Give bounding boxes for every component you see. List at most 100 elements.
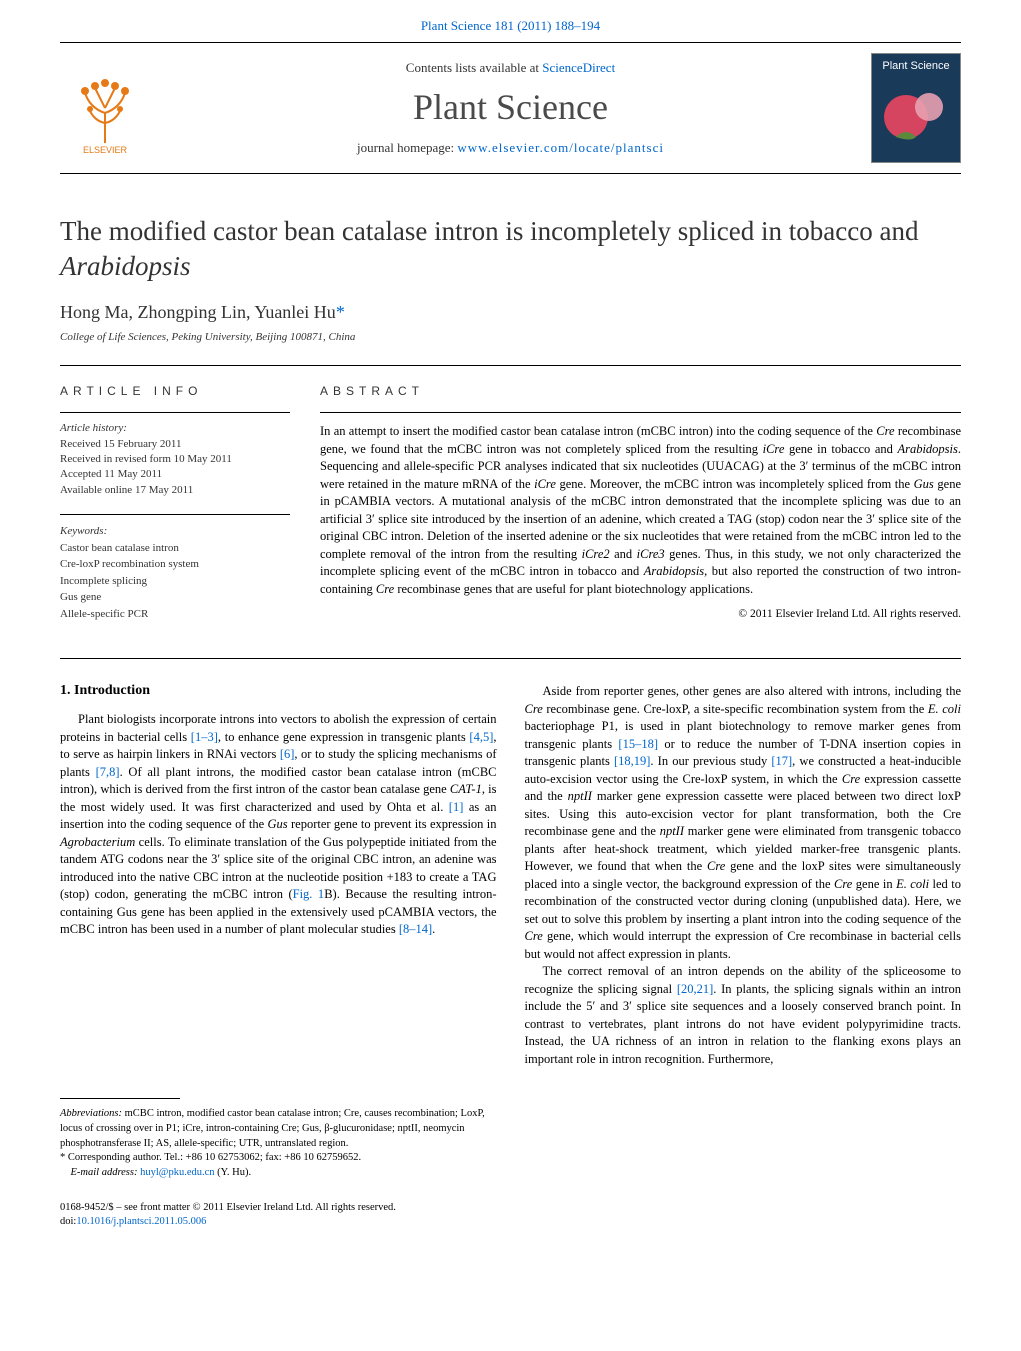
title-main: The modified castor bean catalase intron…: [60, 216, 918, 246]
body-col-right: Aside from reporter genes, other genes a…: [525, 683, 962, 1068]
svg-text:ELSEVIER: ELSEVIER: [83, 145, 128, 153]
abs-italic: iCre: [534, 477, 556, 491]
abs-italic: Arabidopsis: [897, 442, 957, 456]
italic: E. coli: [896, 877, 929, 891]
italic: CAT-1: [450, 782, 482, 796]
history-accepted: Accepted 11 May 2011: [60, 467, 290, 482]
issn-line: 0168-9452/$ – see front matter © 2011 El…: [60, 1201, 961, 1216]
rule-below-abstract: [60, 658, 961, 659]
abs-italic: iCre2: [582, 547, 610, 561]
abs-seg: gene. Moreover, the mCBC intron was inco…: [556, 477, 914, 491]
article-history: Article history: Received 15 February 20…: [60, 421, 290, 498]
italic: Cre: [525, 702, 543, 716]
abs-seg: recombinase genes that are useful for pl…: [394, 582, 753, 596]
contents-line: Contents lists available at ScienceDirec…: [150, 60, 871, 76]
email-suffix: (Y. Hu).: [215, 1167, 252, 1178]
italic: Cre: [707, 859, 725, 873]
txt: reporter gene to prevent its expression …: [288, 817, 497, 831]
citation-link[interactable]: [6]: [280, 747, 295, 761]
article-title: The modified castor bean catalase intron…: [60, 214, 961, 284]
citation-link[interactable]: [15–18]: [618, 737, 658, 751]
title-italic: Arabidopsis: [60, 251, 191, 281]
citation-link[interactable]: [18,19]: [614, 754, 650, 768]
doi-link[interactable]: 10.1016/j.plantsci.2011.05.006: [76, 1216, 206, 1227]
italic: E. coli: [928, 702, 961, 716]
article-info-column: ARTICLE INFO Article history: Received 1…: [60, 366, 290, 638]
keyword: Cre-loxP recombination system: [60, 556, 290, 573]
abbrev-label: Abbreviations:: [60, 1108, 122, 1119]
keyword: Gus gene: [60, 589, 290, 606]
italic: Cre: [842, 772, 860, 786]
abs-seg: and: [610, 547, 637, 561]
abbrev-text: mCBC intron, modified castor bean catala…: [60, 1108, 485, 1148]
doi-label: doi:: [60, 1216, 76, 1227]
history-revised: Received in revised form 10 May 2011: [60, 452, 290, 467]
body-paragraph: Plant biologists incorporate introns int…: [60, 711, 497, 939]
italic: Gus: [267, 817, 287, 831]
footnotes: Abbreviations: mCBC intron, modified cas…: [60, 1107, 490, 1180]
txt: recombinase gene. Cre-loxP, a site-speci…: [543, 702, 928, 716]
email-label: E-mail address:: [71, 1167, 138, 1178]
abs-italic: Gus: [914, 477, 934, 491]
journal-reference-link[interactable]: Plant Science 181 (2011) 188–194: [421, 18, 600, 33]
intro-heading: 1. Introduction: [60, 683, 497, 699]
body-col-left: 1. Introduction Plant biologists incorpo…: [60, 683, 497, 1068]
journal-banner: ELSEVIER Contents lists available at Sci…: [60, 43, 961, 174]
journal-cover: Plant Science: [871, 53, 961, 163]
citation-link[interactable]: [8–14]: [399, 922, 432, 936]
italic: Cre: [525, 929, 543, 943]
italic: Agrobacterium: [60, 835, 135, 849]
citation-link[interactable]: [4,5]: [469, 730, 493, 744]
abs-italic: Cre: [876, 424, 894, 438]
citation-link[interactable]: [1–3]: [191, 730, 218, 744]
elsevier-tree-icon: ELSEVIER: [65, 63, 145, 153]
abs-italic: Arabidopsis: [644, 564, 704, 578]
journal-reference: Plant Science 181 (2011) 188–194: [0, 0, 1021, 42]
corresponding-mark: *: [336, 302, 345, 322]
homepage-line: journal homepage: www.elsevier.com/locat…: [150, 140, 871, 156]
bottom-meta: 0168-9452/$ – see front matter © 2011 El…: [60, 1201, 961, 1230]
italic: nptII: [568, 789, 592, 803]
abstract-text: In an attempt to insert the modified cas…: [320, 423, 961, 598]
homepage-link[interactable]: www.elsevier.com/locate/plantsci: [457, 140, 664, 155]
publisher-logo: ELSEVIER: [60, 58, 150, 158]
rule-info-1: [60, 412, 290, 413]
abs-seg: gene in tobacco and: [784, 442, 897, 456]
keyword: Incomplete splicing: [60, 573, 290, 590]
txt: gene in: [852, 877, 896, 891]
txt: Aside from reporter genes, other genes a…: [543, 684, 962, 698]
history-received: Received 15 February 2011: [60, 437, 290, 452]
rule-info-2: [60, 514, 290, 515]
italic: Cre: [834, 877, 852, 891]
banner-center: Contents lists available at ScienceDirec…: [150, 60, 871, 156]
journal-name: Plant Science: [150, 86, 871, 128]
keywords-label: Keywords:: [60, 523, 290, 540]
history-label: Article history:: [60, 421, 290, 436]
history-online: Available online 17 May 2011: [60, 483, 290, 498]
txt: . Of all plant introns, the modified cas…: [60, 765, 497, 797]
abbreviations: Abbreviations: mCBC intron, modified cas…: [60, 1107, 490, 1151]
sciencedirect-link[interactable]: ScienceDirect: [542, 60, 615, 75]
keyword: Castor bean catalase intron: [60, 540, 290, 557]
txt: . In our previous study: [650, 754, 771, 768]
homepage-prefix: journal homepage:: [357, 140, 457, 155]
abs-italic: iCre3: [637, 547, 665, 561]
cover-art-icon: [881, 82, 951, 152]
keywords-block: Keywords: Castor bean catalase intron Cr…: [60, 523, 290, 622]
keyword: Allele-specific PCR: [60, 606, 290, 623]
citation-link[interactable]: [7,8]: [96, 765, 120, 779]
citation-link[interactable]: [20,21]: [677, 982, 713, 996]
citation-link[interactable]: [17]: [771, 754, 792, 768]
email-link[interactable]: huyl@pku.edu.cn: [140, 1167, 214, 1178]
body-paragraph: The correct removal of an intron depends…: [525, 963, 962, 1068]
info-abstract-row: ARTICLE INFO Article history: Received 1…: [60, 366, 961, 638]
contents-prefix: Contents lists available at: [406, 60, 542, 75]
citation-link[interactable]: [1]: [449, 800, 464, 814]
cover-title: Plant Science: [882, 60, 949, 72]
abs-italic: Cre: [376, 582, 394, 596]
article-info-heading: ARTICLE INFO: [60, 384, 290, 398]
figure-link[interactable]: Fig. 1: [293, 887, 325, 901]
body-columns: 1. Introduction Plant biologists incorpo…: [60, 683, 961, 1068]
doi-line: doi:10.1016/j.plantsci.2011.05.006: [60, 1215, 961, 1230]
abstract-column: ABSTRACT In an attempt to insert the mod…: [320, 366, 961, 638]
